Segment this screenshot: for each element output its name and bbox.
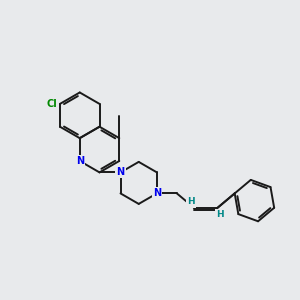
Text: Cl: Cl bbox=[47, 99, 57, 109]
Text: H: H bbox=[217, 210, 224, 219]
Text: N: N bbox=[153, 188, 161, 198]
Text: N: N bbox=[76, 156, 84, 166]
Text: H: H bbox=[188, 197, 195, 206]
Text: N: N bbox=[116, 167, 124, 177]
